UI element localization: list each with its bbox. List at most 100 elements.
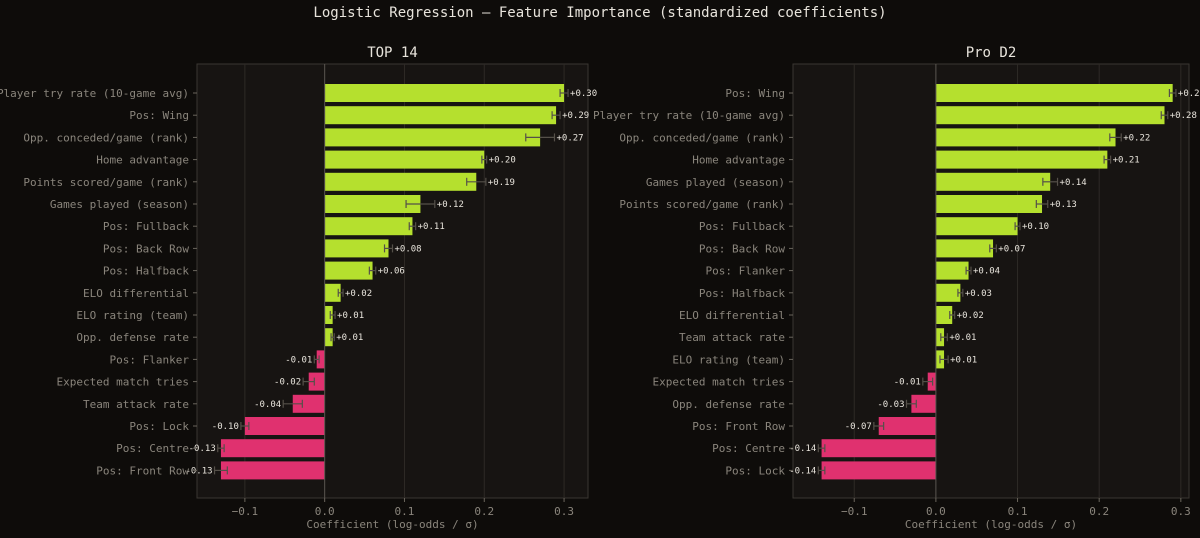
value-label: +0.01 [336,333,363,343]
category-tick-label: Expected match tries [57,376,189,389]
value-label: +0.01 [337,311,364,321]
category-tick-label: Pos: Centre [116,442,189,455]
value-label: +0.03 [965,289,992,299]
x-tick-label: 0.1 [1008,505,1028,518]
value-label: +0.20 [489,156,516,166]
value-label: +0.13 [1050,200,1077,210]
panel-title-prod2: Pro D2 [965,45,1017,61]
x-axis-label-top14: Coefficient (log-odds / σ) [306,518,479,531]
category-tick-label: Points scored/game (rank) [23,176,189,189]
bar [308,372,325,391]
category-tick-label: Team attack rate [83,398,189,411]
category-tick-label: Pos: Flanker [706,265,786,278]
value-label: -0.13 [189,444,216,454]
value-label: +0.11 [418,222,445,232]
bar [324,150,485,169]
bar [324,106,557,125]
value-label: +0.28 [1170,111,1197,121]
value-label: -0.01 [285,355,312,365]
category-tick-label: Pos: Back Row [103,242,189,255]
category-tick-label: ELO differential [83,287,189,300]
bar [324,195,421,213]
category-tick-label: Pos: Back Row [699,242,785,255]
panel-title-top14: TOP 14 [367,45,418,61]
bar [935,128,1116,147]
value-label: +0.01 [950,355,977,365]
x-tick-label: 0.0 [315,505,335,518]
bar [324,217,413,236]
category-tick-label: Player try rate (10-game avg) [593,109,785,122]
value-label: +0.12 [437,200,464,210]
value-label: -0.01 [894,378,921,388]
value-label: +0.27 [556,133,583,143]
x-tick-label: 0.3 [554,505,574,518]
value-label: +0.06 [378,267,405,277]
value-label: +0.14 [1060,178,1087,188]
value-label: +0.22 [1123,133,1150,143]
bar [324,239,389,258]
bar [935,84,1173,102]
category-tick-label: Pos: Front Row [692,420,785,433]
x-tick-label: 0.0 [926,505,946,518]
x-tick-label: −0.1 [232,505,259,518]
category-tick-label: Opp. conceded/game (rank) [23,131,189,144]
value-label: -0.02 [274,378,301,388]
x-tick-label: 0.3 [1171,505,1191,518]
category-tick-label: Opp. defense rate [76,331,189,344]
bar [935,239,994,258]
bar [935,150,1108,169]
category-tick-label: Pos: Front Row [96,464,189,477]
bar [324,84,565,102]
bar [878,417,936,435]
category-tick-label: Expected match tries [653,376,785,389]
value-label: -0.04 [254,400,281,410]
bar [220,461,325,480]
bar [935,306,953,324]
bar [324,261,373,280]
category-tick-label: ELO rating (team) [76,309,189,322]
value-label: +0.02 [345,289,372,299]
category-tick-label: Games played (season) [646,176,785,189]
category-tick-label: Home advantage [96,154,189,167]
bar [324,172,477,191]
category-tick-label: Pos: Fullback [699,220,785,233]
bar [935,261,969,280]
value-label: -0.14 [789,466,816,476]
bar [821,439,936,458]
bar [324,306,333,324]
value-label: -0.10 [212,422,239,432]
category-tick-label: Pos: Flanker [110,353,190,366]
figure-title: Logistic Regression — Feature Importance… [313,5,887,21]
category-tick-label: Games played (season) [50,198,189,211]
category-tick-label: Pos: Halfback [699,287,785,300]
category-tick-label: Pos: Fullback [103,220,189,233]
bar [935,106,1165,125]
bar [935,172,1051,191]
value-label: +0.19 [488,178,515,188]
bar [324,128,541,147]
category-tick-label: Opp. conceded/game (rank) [619,131,785,144]
value-label: +0.04 [973,267,1000,277]
value-label: -0.13 [185,466,212,476]
x-tick-label: 0.2 [1089,505,1109,518]
chart-panel-top14: +0.30 Player try rate (10-game avg) +0.29 P… [0,63,597,518]
value-label: +0.10 [1022,222,1049,232]
category-tick-label: ELO rating (team) [672,353,785,366]
value-label: -0.03 [877,400,904,410]
value-label: +0.21 [1113,156,1140,166]
category-tick-label: Pos: Lock [129,420,189,433]
x-tick-label: −0.1 [841,505,868,518]
category-tick-label: Pos: Halfback [103,265,189,278]
value-label: -0.14 [789,444,816,454]
bar [935,328,945,347]
category-tick-label: Pos: Centre [712,442,785,455]
category-tick-label: Opp. defense rate [672,398,785,411]
value-label: +0.29 [1178,89,1200,99]
bar [292,394,325,413]
bar [220,439,325,458]
category-tick-label: Pos: Wing [725,87,785,100]
bar [935,217,1018,236]
x-tick-label: 0.1 [395,505,415,518]
category-tick-label: Team attack rate [679,331,785,344]
